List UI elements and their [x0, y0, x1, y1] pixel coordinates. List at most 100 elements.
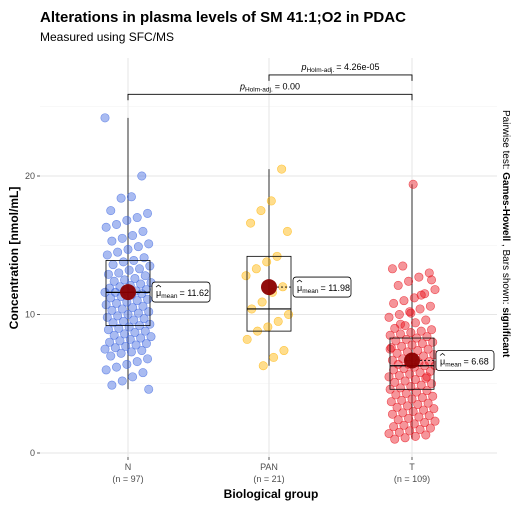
data-point — [257, 297, 267, 307]
data-point — [117, 233, 127, 243]
mean-hat — [155, 284, 162, 288]
mean-marker — [404, 352, 420, 369]
data-point — [115, 336, 125, 346]
data-point — [102, 312, 112, 322]
data-point — [407, 394, 417, 404]
data-point — [394, 370, 404, 380]
data-point — [406, 328, 416, 338]
mean-value: = 11.62 — [179, 288, 209, 298]
data-point — [102, 250, 112, 260]
data-point — [107, 380, 117, 390]
data-point — [284, 309, 294, 319]
data-point — [108, 318, 118, 328]
y-tick-label: 10 — [25, 310, 35, 320]
data-point — [427, 325, 437, 335]
data-point — [139, 314, 149, 324]
data-point — [123, 309, 133, 319]
data-point — [391, 390, 401, 400]
data-point — [417, 339, 427, 349]
bracket-label: pHolm-adj. = 4.26e-05 — [300, 62, 379, 74]
data-point — [414, 412, 424, 422]
data-point — [390, 377, 400, 387]
data-point — [421, 430, 431, 440]
p-value: = 0.00 — [275, 81, 300, 91]
side-caption-prefix: Pairwise test: — [500, 110, 511, 172]
data-point — [107, 236, 117, 246]
data-point — [384, 312, 394, 322]
data-point — [132, 357, 142, 367]
data-point — [415, 304, 425, 314]
data-point — [129, 315, 139, 325]
data-point — [418, 351, 428, 361]
data-point — [277, 164, 287, 174]
data-point — [122, 215, 132, 225]
data-point — [421, 373, 431, 383]
plot-groups: μmean = 11.62 μmean = 11.98 μmean = 6.68 — [100, 113, 495, 444]
data-point — [416, 326, 426, 336]
data-point — [100, 344, 110, 354]
data-point — [399, 296, 409, 306]
data-point — [126, 347, 136, 357]
data-point — [406, 308, 416, 318]
data-point — [417, 393, 427, 403]
data-point — [138, 368, 148, 378]
data-point — [400, 376, 410, 386]
data-point — [413, 400, 423, 410]
data-point — [137, 171, 147, 181]
data-point — [429, 404, 439, 414]
data-point — [107, 305, 117, 315]
data-point — [424, 411, 434, 421]
data-point — [279, 346, 289, 356]
bracket-line — [268, 74, 413, 81]
data-point — [405, 426, 415, 436]
data-point — [422, 332, 432, 342]
p-subscript: Holm-adj. — [306, 67, 334, 74]
data-point — [128, 303, 138, 313]
y-tick-label: 20 — [25, 171, 35, 181]
mean-subscript: mean — [161, 293, 178, 300]
data-point — [143, 354, 153, 364]
data-point — [410, 375, 420, 385]
x-tick-n-label: (n = 21) — [253, 474, 284, 484]
p-symbol: p — [239, 81, 245, 91]
mean-hat — [439, 353, 446, 356]
group-pan: μmean = 11.98 — [241, 164, 352, 371]
data-point — [103, 269, 113, 279]
data-point — [139, 253, 149, 263]
data-point — [130, 273, 140, 283]
data-point — [132, 296, 142, 306]
data-point — [144, 307, 154, 317]
data-point — [395, 319, 405, 329]
bracket-label: pHolm-adj. = 0.00 — [239, 81, 300, 93]
x-tick-n-label: (n = 97) — [112, 474, 143, 484]
data-point — [282, 226, 292, 236]
data-point — [109, 330, 119, 340]
data-point — [408, 406, 418, 416]
x-tick-label: T — [409, 462, 415, 472]
y-axis: 0 10 20 — [25, 171, 40, 458]
data-point — [105, 337, 115, 347]
group-t: μmean = 6.68 — [384, 179, 495, 444]
data-point — [136, 279, 146, 289]
data-point — [101, 365, 111, 375]
data-point — [106, 293, 116, 303]
data-point — [130, 328, 140, 338]
x-tick-n-label: (n = 109) — [394, 474, 430, 484]
data-point — [421, 315, 431, 325]
data-point — [266, 196, 276, 206]
data-point — [392, 402, 402, 412]
data-point — [140, 271, 150, 281]
data-point — [413, 346, 423, 356]
data-point — [399, 364, 409, 374]
mean-label: μmean = 11.62 — [156, 288, 209, 300]
data-point — [423, 344, 433, 354]
data-point — [387, 264, 397, 274]
data-point — [117, 376, 127, 386]
data-point — [106, 206, 116, 216]
data-point — [140, 326, 150, 336]
data-point — [386, 397, 396, 407]
box — [389, 337, 435, 390]
y-axis-title: Concentration [nmol/mL] — [7, 187, 21, 330]
data-point — [394, 427, 404, 437]
